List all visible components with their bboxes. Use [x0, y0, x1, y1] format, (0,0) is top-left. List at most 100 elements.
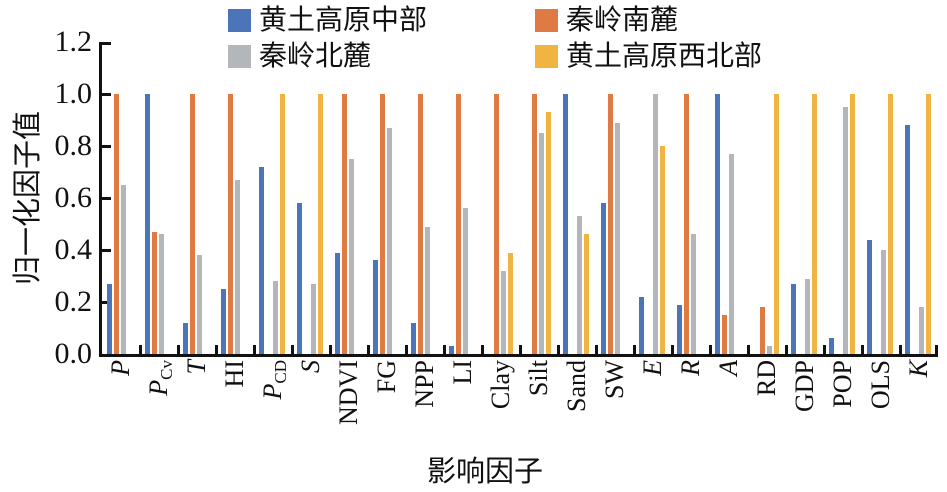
bar-黄土高原中部-SW: [600, 203, 606, 354]
y-tick-mark: [102, 92, 111, 96]
legend-swatch-orange-icon: [535, 9, 558, 32]
bar-黄土高原中部-K: [904, 125, 910, 354]
x-tick-mark: [214, 345, 218, 354]
bar-秦岭北麓-S: [310, 283, 316, 354]
x-tick-mark: [252, 345, 256, 354]
bar-秦岭北麓-SW: [614, 122, 620, 354]
legend-label-region-1: 黄土高原中部: [259, 5, 428, 36]
x-tick-mark: [594, 345, 598, 354]
bar-黄土高原中部-NPP: [410, 322, 416, 354]
bar-黄土高原中部-POP: [828, 338, 834, 354]
x-tick-mark: [366, 345, 370, 354]
x-tick-mark: [518, 345, 522, 354]
bar-黄土高原西北部-OLS: [887, 94, 893, 354]
bar-秦岭南麓-HI: [227, 94, 233, 354]
x-tick-label-POP: POP: [828, 360, 857, 408]
x-tick-mark: [708, 345, 712, 354]
x-tick-mark: [935, 345, 938, 354]
x-tick-label-LI: LI: [448, 360, 477, 385]
bar-黄土高原中部-OLS: [866, 239, 872, 354]
bar-黄土高原中部-LI: [448, 346, 454, 354]
bar-秦岭北麓-NDVI: [348, 159, 354, 354]
y-tick-label-0.0: 0.0: [54, 337, 93, 370]
bar-黄土高原西北部-GDP: [811, 94, 817, 354]
bar-黄土高原西北部-Clay: [507, 252, 513, 354]
bar-秦岭南麓-FG: [379, 94, 385, 354]
bar-秦岭南麓-P: [113, 94, 119, 354]
bar-秦岭南麓-T: [189, 94, 195, 354]
bar-黄土高原西北部-Sand: [583, 234, 589, 354]
bar-秦岭北麓-GDP: [804, 278, 810, 354]
bar-黄土高原中部-GDP: [790, 283, 796, 354]
x-axis-title: 影响因子: [426, 456, 544, 488]
bar-秦岭南麓-RD: [759, 307, 765, 354]
x-tick-mark: [746, 345, 750, 354]
x-tick-label-Clay: Clay: [486, 360, 515, 410]
bar-秦岭北麓-K: [918, 307, 924, 354]
bar-黄土高原中部-HI: [220, 289, 226, 354]
bar-黄土高原中部-T: [182, 322, 188, 354]
legend-swatch-gray-icon: [228, 45, 251, 68]
bar-黄土高原中部-NDVI: [334, 252, 340, 354]
x-tick-label-PCD: PCD: [258, 360, 290, 400]
x-tick-label-NDVI: NDVI: [334, 360, 363, 425]
x-tick-label-NPP: NPP: [410, 360, 439, 408]
bar-秦岭北麓-A: [728, 153, 734, 354]
bar-黄土高原西北部-E: [659, 146, 665, 354]
legend-label-region-4: 黄土高原西北部: [566, 41, 763, 72]
bar-秦岭北麓-R: [690, 234, 696, 354]
x-tick-mark: [670, 345, 674, 354]
bar-秦岭南麓-R: [683, 94, 689, 354]
x-axis-line: [99, 354, 938, 357]
x-tick-mark: [822, 345, 826, 354]
x-tick-label-K: K: [904, 360, 933, 378]
x-tick-mark: [328, 345, 332, 354]
x-tick-label-R: R: [676, 360, 705, 376]
x-tick-label-A: A: [714, 360, 743, 376]
x-tick-label-E: E: [638, 360, 667, 376]
x-tick-label-Sand: Sand: [562, 360, 591, 412]
x-tick-label-SW: SW: [600, 360, 629, 399]
x-tick-label-P: P: [106, 360, 135, 376]
bar-黄土高原西北部-PCD: [279, 94, 285, 354]
x-tick-label-GDP: GDP: [790, 360, 819, 413]
x-tick-mark: [480, 345, 484, 354]
bar-秦岭北麓-T: [196, 255, 202, 354]
x-tick-mark: [176, 345, 180, 354]
bar-黄土高原中部-PCD: [258, 166, 264, 354]
bar-黄土高原中部-PCv: [144, 94, 150, 354]
bar-黄土高原西北部-S: [317, 94, 323, 354]
bar-秦岭北麓-FG: [386, 127, 392, 354]
x-tick-mark: [632, 345, 636, 354]
bar-秦岭北麓-NPP: [424, 226, 430, 354]
y-tick-label-1.2: 1.2: [54, 25, 93, 58]
x-tick-label-HI: HI: [220, 360, 249, 388]
bar-黄土高原西北部-POP: [849, 94, 855, 354]
bar-秦岭北麓-E: [652, 94, 658, 354]
bar-秦岭北麓-HI: [234, 179, 240, 354]
y-tick-mark: [102, 248, 111, 252]
bar-秦岭北麓-PCv: [158, 234, 164, 354]
y-tick-label-0.2: 0.2: [54, 285, 93, 318]
legend-swatch-blue-icon: [228, 9, 251, 32]
bar-秦岭南麓-SW: [607, 94, 613, 354]
x-tick-mark: [898, 345, 902, 354]
bar-秦岭北麓-PCD: [272, 281, 278, 354]
bar-黄土高原西北部-Silt: [545, 112, 551, 354]
bar-黄土高原中部-A: [714, 94, 720, 354]
x-tick-mark: [404, 345, 408, 354]
bar-黄土高原中部-R: [676, 304, 682, 354]
y-tick-mark: [102, 42, 111, 45]
x-tick-label-Silt: Silt: [524, 360, 553, 397]
bar-秦岭北麓-Sand: [576, 216, 582, 354]
y-tick-label-0.6: 0.6: [54, 181, 93, 214]
x-tick-label-OLS: OLS: [866, 360, 895, 410]
y-tick-label-0.4: 0.4: [54, 233, 93, 266]
bar-秦岭北麓-Clay: [500, 270, 506, 354]
bar-秦岭北麓-POP: [842, 107, 848, 354]
bar-秦岭北麓-RD: [766, 346, 772, 354]
bar-秦岭北麓-P: [120, 185, 126, 354]
x-tick-label-RD: RD: [752, 360, 781, 397]
x-tick-mark: [784, 345, 788, 354]
